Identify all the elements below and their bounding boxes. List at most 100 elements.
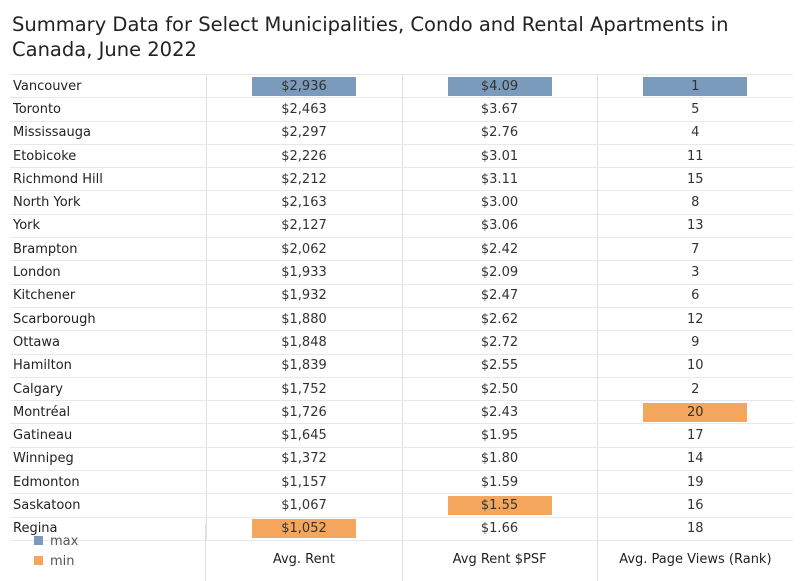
cell-value-avg-rent-psf: $2.55 [480,358,519,374]
legend-label-max: max [50,534,79,549]
cell-page-views-rank: 15 [597,167,793,192]
table-row: York $2,127 $3.06 13 [10,214,793,239]
cell-avg-rent-psf: $1.95 [402,423,598,448]
column-header-page-views-rank-label: Avg. Page Views (Rank) [619,552,772,567]
cell-value-page-views-rank: 3 [691,265,700,281]
cell-value-avg-rent: $1,726 [281,404,327,420]
cell-avg-rent: $1,067 [206,493,403,518]
cell-avg-rent-psf: $2.76 [402,121,598,145]
legend-swatch-max [34,536,43,545]
cell-page-views-rank: 19 [597,470,793,495]
row-label: Scarborough [10,307,207,332]
table-row: Toronto $2,463 $3.67 5 [10,97,793,122]
row-label: Regina [10,517,207,541]
cell-value-page-views-rank: 19 [686,474,704,490]
cell-avg-rent: $1,848 [206,330,403,355]
cell-avg-rent-psf: $3.11 [402,167,598,192]
cell-avg-rent: $2,226 [206,144,403,169]
cell-avg-rent: $2,212 [206,167,403,192]
cell-value-avg-rent-psf: $2.72 [480,334,519,350]
cell-value-avg-rent: $1,372 [281,451,327,467]
table-row: Regina $1,052 $1.66 18 [10,517,793,541]
cell-avg-rent: $1,880 [206,307,403,332]
cell-value-page-views-rank: 14 [686,451,704,467]
table-row: Gatineau $1,645 $1.95 17 [10,423,793,448]
cell-value-avg-rent-psf: $2.43 [480,404,519,420]
cell-page-views-rank: 18 [597,517,793,541]
table-row: Richmond Hill $2,212 $3.11 15 [10,167,793,192]
cell-avg-rent-psf: $1.59 [402,470,598,495]
cell-avg-rent-psf: $2.62 [402,307,598,332]
cell-value-page-views-rank: 7 [691,241,700,257]
cell-avg-rent-psf: $2.43 [402,400,598,425]
cell-value-page-views-rank: 2 [691,381,700,397]
cell-value-avg-rent: $2,212 [281,171,327,187]
row-label: Brampton [10,237,207,262]
table-row: Scarborough $1,880 $2.62 12 [10,307,793,332]
column-header-avg-rent-psf: Avg Rent $PSF [403,523,598,581]
cell-value-avg-rent-psf: $1.55 [447,495,552,515]
cell-page-views-rank: 1 [597,73,793,99]
cell-value-avg-rent: $1,933 [281,265,327,281]
cell-avg-rent: $2,062 [206,237,403,262]
cell-page-views-rank: 11 [597,144,793,169]
cell-page-views-rank: 8 [597,190,793,215]
cell-value-avg-rent: $1,752 [281,381,327,397]
cell-value-avg-rent-psf: $3.06 [480,218,519,234]
cell-value-page-views-rank: 20 [643,402,748,422]
row-label: Saskatoon [10,493,207,518]
cell-value-avg-rent-psf: $2.76 [480,125,519,141]
cell-page-views-rank: 20 [597,400,793,425]
cell-avg-rent: $2,936 [206,73,403,99]
cell-value-avg-rent: $1,848 [281,334,327,350]
cell-value-page-views-rank: 17 [686,428,704,444]
cell-avg-rent-psf: $2.47 [402,284,598,308]
table-row: Edmonton $1,157 $1.59 19 [10,470,793,495]
cell-avg-rent-psf: $3.06 [402,214,598,239]
chart-title: Summary Data for Select Municipalities, … [12,13,729,61]
row-label: Montréal [10,400,207,425]
cell-value-avg-rent-psf: $3.00 [480,195,519,211]
cell-avg-rent: $1,157 [206,470,403,495]
legend-item-max: max [34,534,78,549]
table-row: Hamilton $1,839 $2.55 10 [10,354,793,378]
cell-value-page-views-rank: 16 [686,497,704,513]
cell-page-views-rank: 14 [597,447,793,472]
cell-value-avg-rent: $1,839 [281,358,327,374]
cell-value-page-views-rank: 15 [686,171,704,187]
table-row: Mississauga $2,297 $2.76 4 [10,121,793,145]
cell-value-avg-rent: $2,226 [281,148,327,164]
cell-value-page-views-rank: 1 [643,76,748,96]
cell-value-avg-rent: $2,463 [281,101,327,117]
cell-value-page-views-rank: 8 [691,195,700,211]
row-label: North York [10,190,207,215]
cell-page-views-rank: 2 [597,377,793,402]
cell-avg-rent: $1,839 [206,354,403,378]
cell-avg-rent: $1,933 [206,260,403,285]
cell-page-views-rank: 10 [597,354,793,378]
row-label: London [10,260,207,285]
cell-avg-rent-psf: $4.09 [402,73,598,99]
cell-page-views-rank: 16 [597,493,793,518]
cell-page-views-rank: 17 [597,423,793,448]
cell-value-avg-rent: $1,880 [281,311,327,327]
row-label: Gatineau [10,423,207,448]
cell-avg-rent-psf: $3.00 [402,190,598,215]
cell-avg-rent: $2,463 [206,97,403,122]
legend: max min [10,523,207,581]
table-row: Ottawa $1,848 $2.72 9 [10,330,793,355]
cell-value-page-views-rank: 9 [691,334,700,350]
legend-item-min: min [34,554,75,569]
cell-value-avg-rent: $1,067 [281,497,327,513]
cell-value-page-views-rank: 5 [691,101,700,117]
cell-value-avg-rent-psf: $1.80 [480,451,519,467]
cell-avg-rent-psf: $1.80 [402,447,598,472]
cell-page-views-rank: 13 [597,214,793,239]
cell-page-views-rank: 12 [597,307,793,332]
row-label: Mississauga [10,121,207,145]
cell-value-avg-rent: $1,157 [281,474,327,490]
cell-value-avg-rent-psf: $2.09 [480,265,519,281]
cell-value-avg-rent: $1,052 [252,519,356,539]
row-label: Winnipeg [10,447,207,472]
row-label: Ottawa [10,330,207,355]
